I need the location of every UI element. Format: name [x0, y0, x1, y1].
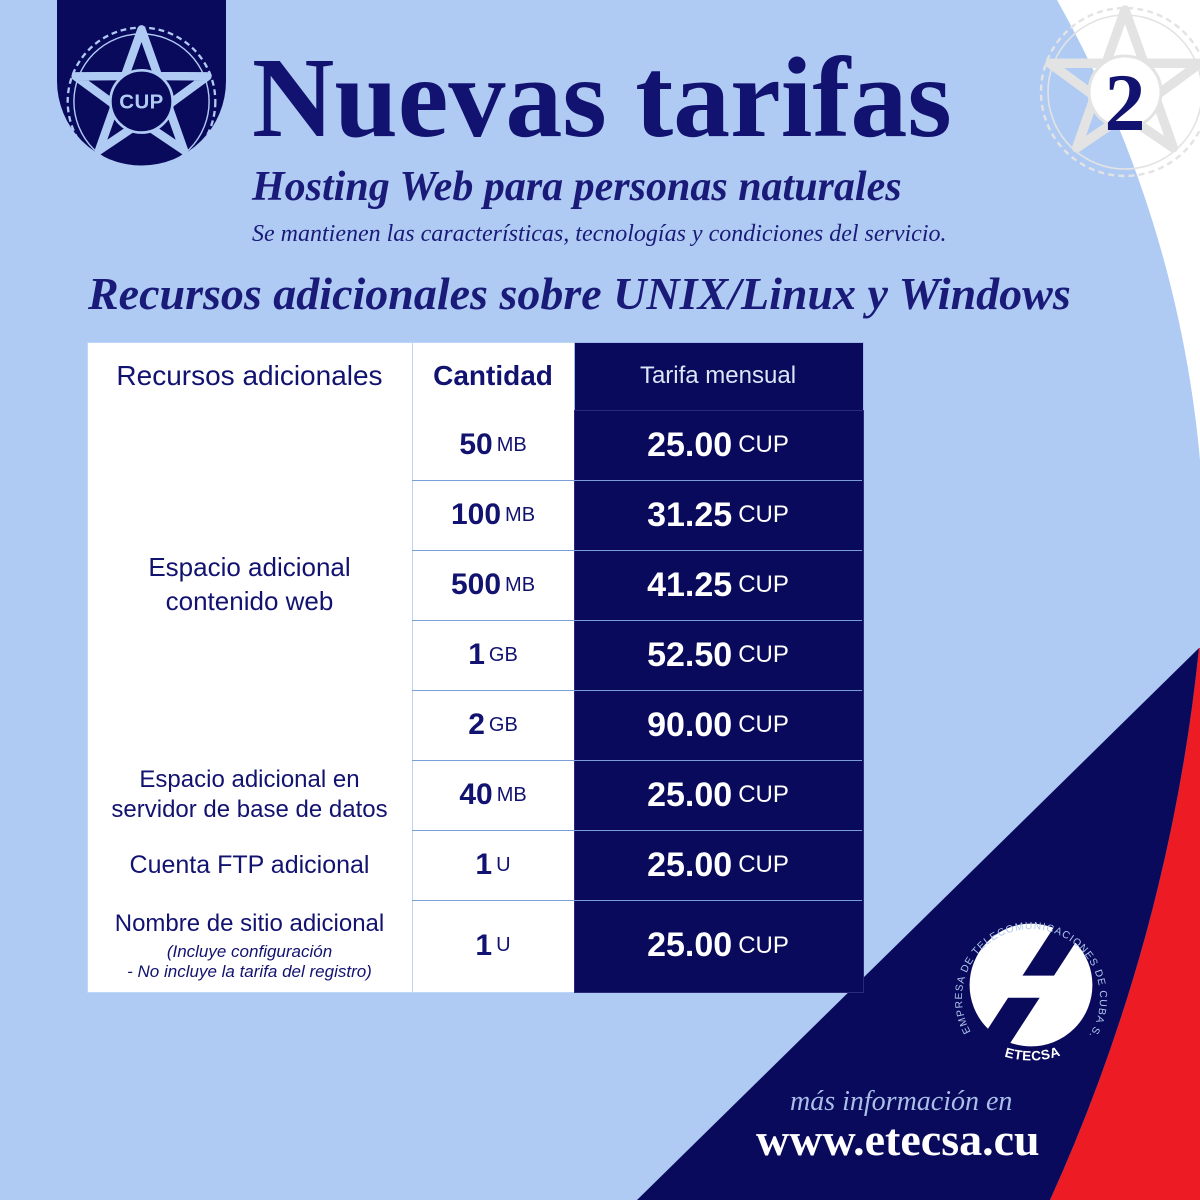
svg-text:2: 2 — [1105, 57, 1146, 148]
svg-text:CUP: CUP — [119, 91, 164, 114]
